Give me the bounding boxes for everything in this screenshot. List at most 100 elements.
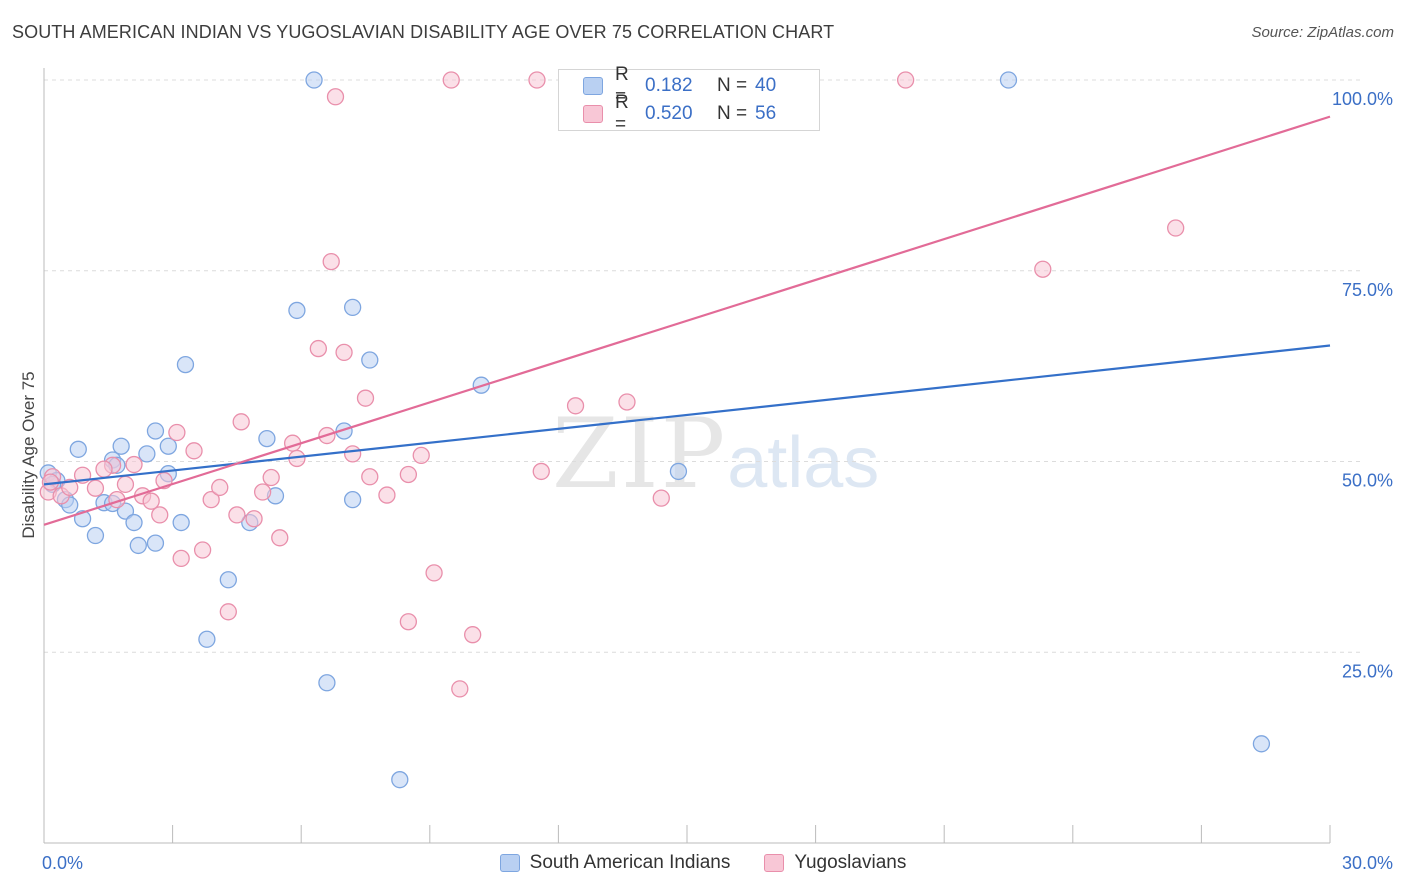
y-tick-label: 50.0% xyxy=(1342,471,1393,491)
yugoslavian-point xyxy=(193,541,212,559)
yugoslavian-point xyxy=(356,389,375,407)
yugoslavian-point xyxy=(896,71,915,89)
south-american-indian-point xyxy=(138,445,156,463)
south-american-indian-point xyxy=(125,513,143,532)
south-american-indian-point xyxy=(361,351,379,369)
yugoslavian-point xyxy=(528,71,546,89)
yugoslavian-point xyxy=(172,549,190,568)
watermark-zip: ZIP xyxy=(552,398,728,510)
yugoslavian-point xyxy=(211,478,229,497)
south-american-indian-point xyxy=(146,534,165,552)
south-american-indian-point xyxy=(669,462,688,481)
yugoslavian-point xyxy=(399,465,418,484)
legend-r-label: R = xyxy=(615,92,629,135)
south-american-indian-point xyxy=(258,429,276,448)
south-american-indian-point xyxy=(305,71,323,89)
yugoslavian-point xyxy=(219,603,237,621)
south-american-indian-point xyxy=(318,674,336,692)
south-american-indian-trend-line xyxy=(43,344,1331,486)
yugoslavian-point xyxy=(335,343,353,362)
yugoslavian-point xyxy=(202,490,220,509)
y-tick-label: 25.0% xyxy=(1342,661,1393,681)
south-american-indian-point xyxy=(391,771,409,789)
yugoslavian-point xyxy=(451,680,469,698)
south-american-indian-point xyxy=(69,440,87,458)
yugoslavian-trend-line xyxy=(43,115,1331,526)
yugoslavian-point xyxy=(228,506,246,524)
series-legend-item-south-american-indians[interactable]: South American Indians xyxy=(499,852,731,874)
south-american-indian-point xyxy=(86,526,105,545)
y-tick-label: 100.0% xyxy=(1332,89,1393,109)
yugoslavian-point xyxy=(618,393,636,411)
yugoslavian-point xyxy=(116,475,135,494)
south-american-indian-point xyxy=(219,571,237,589)
south-american-indian-point xyxy=(343,490,362,509)
yugoslavian-point xyxy=(412,446,430,465)
yugoslavian-point xyxy=(309,339,327,358)
series-legend-label: Yugoslavians xyxy=(794,852,907,873)
watermark: ZIPatlas xyxy=(552,398,879,510)
south-american-indian-point xyxy=(172,513,190,532)
yugoslavian-point xyxy=(532,462,550,481)
yugoslavian-point xyxy=(322,252,340,271)
x-tick-label: 0.0% xyxy=(42,853,83,873)
yugoslavian-point xyxy=(652,489,670,507)
south-american-indian-point xyxy=(112,437,130,455)
south-american-indian-point xyxy=(1252,735,1271,753)
yugoslavian-point xyxy=(1167,219,1185,237)
yugoslavian-point xyxy=(95,460,113,478)
yugoslavian-point xyxy=(464,626,482,644)
chart-title: SOUTH AMERICAN INDIAN VS YUGOSLAVIAN DIS… xyxy=(12,22,835,42)
yugoslavian-point xyxy=(425,564,443,582)
series-swatch-blue xyxy=(499,854,520,872)
series-legend-item-yugoslavians[interactable]: Yugoslavians xyxy=(764,852,906,874)
south-american-indian-point xyxy=(999,71,1018,89)
legend-r-value: 0.182 xyxy=(645,75,693,96)
south-american-indian-point xyxy=(198,630,216,648)
yugoslavian-point xyxy=(61,478,79,497)
yugoslavian-point xyxy=(185,442,203,460)
south-american-indian-point xyxy=(343,298,362,317)
legend-row-south-american-indians: R = 0.182 N = 40 xyxy=(583,64,777,107)
legend-r-value: 0.520 xyxy=(645,103,693,124)
y-axis-label: Disability Age Over 75 xyxy=(19,371,38,538)
south-american-indian-point xyxy=(146,422,165,440)
legend-n-value: 56 xyxy=(755,103,777,124)
legend-row-yugoslavians: R = 0.520 N = 56 xyxy=(583,92,777,135)
legend-swatch-pink xyxy=(583,105,603,123)
source-credit: Source: ZipAtlas.com xyxy=(1251,24,1394,41)
yugoslavian-point xyxy=(151,506,169,524)
south-american-indian-point xyxy=(129,536,147,555)
yugoslavian-point xyxy=(86,479,105,497)
yugoslavian-point xyxy=(1034,260,1052,278)
yugoslavian-point xyxy=(399,613,418,631)
yugoslavian-point xyxy=(442,71,460,89)
yugoslavian-point xyxy=(566,397,585,415)
watermark-atlas: atlas xyxy=(727,423,880,503)
series-legend: South American Indians Yugoslavians xyxy=(0,852,1406,874)
yugoslavian-point xyxy=(326,88,345,106)
yugoslavian-point xyxy=(343,445,362,463)
legend-n-label: N = xyxy=(717,103,748,124)
yugoslavian-point xyxy=(142,492,160,510)
series-swatch-pink xyxy=(764,854,785,872)
series-legend-label: South American Indians xyxy=(529,852,731,873)
legend-r-label: R = xyxy=(615,64,629,107)
yugoslavian-point xyxy=(253,483,272,501)
south-american-indian-point xyxy=(159,437,177,455)
yugoslavian-point xyxy=(125,455,143,474)
south-american-indian-point xyxy=(288,301,306,320)
yugoslavian-point xyxy=(361,468,379,486)
south-american-indian-point xyxy=(176,355,195,374)
stats-legend: R = 0.182 N = 40 R = 0.520 N = 56 xyxy=(558,64,820,135)
legend-n-value: 40 xyxy=(755,75,777,96)
legend-n-label: N = xyxy=(717,75,748,96)
y-tick-label: 75.0% xyxy=(1342,280,1393,300)
yugoslavian-point xyxy=(168,423,186,442)
x-tick-label: 30.0% xyxy=(1342,853,1393,873)
legend-swatch-blue xyxy=(583,77,603,95)
yugoslavian-point xyxy=(271,529,289,547)
yugoslavian-point xyxy=(262,468,280,487)
yugoslavian-point xyxy=(378,486,396,504)
